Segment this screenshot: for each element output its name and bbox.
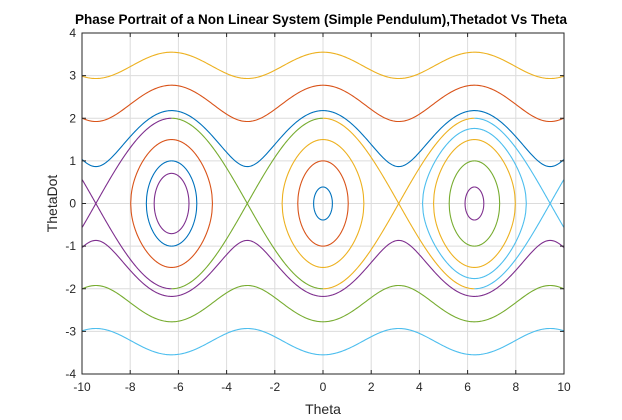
y-tick-label: 2 xyxy=(69,111,76,125)
running-orbit-curve xyxy=(81,110,565,168)
closed-orbit-curve xyxy=(448,160,501,247)
closed-orbit-curve xyxy=(145,160,198,247)
y-tick-label: 4 xyxy=(69,26,76,40)
closed-orbit-curve xyxy=(297,160,349,247)
x-tick-label: -6 xyxy=(173,380,184,394)
x-tick-label: -10 xyxy=(73,380,91,394)
y-axis-label: ThetaDot xyxy=(44,175,60,233)
x-tick-label: 10 xyxy=(557,380,571,394)
closed-orbit-curve xyxy=(153,172,190,235)
y-tick-label: 3 xyxy=(69,69,76,83)
x-tick-label: 4 xyxy=(416,380,423,394)
x-tick-label: 8 xyxy=(512,380,519,394)
x-tick-label: 0 xyxy=(320,380,327,394)
x-tick-label: -8 xyxy=(125,380,136,394)
y-tick-label: -1 xyxy=(65,239,76,253)
x-axis-label: Theta xyxy=(305,401,341,417)
separatrix-curve xyxy=(474,202,565,290)
closed-orbit-curve xyxy=(464,186,485,221)
chart-title: Phase Portrait of a Non Linear System (S… xyxy=(75,12,568,27)
x-tick-label: 2 xyxy=(368,380,375,394)
closed-orbit-curve xyxy=(130,139,214,268)
separatrix-curve xyxy=(474,117,565,205)
running-orbit-curve xyxy=(81,84,565,123)
closed-orbit-curve xyxy=(421,127,527,280)
running-orbit-curve xyxy=(81,51,565,80)
x-tick-label: -4 xyxy=(221,380,232,394)
plot-curves xyxy=(81,51,565,356)
x-tick-label: 6 xyxy=(464,380,471,394)
separatrix-curve xyxy=(81,117,172,205)
separatrix-curve xyxy=(322,202,475,290)
y-tick-label: 1 xyxy=(69,154,76,168)
y-tick-label: -4 xyxy=(65,367,76,381)
separatrix-curve xyxy=(171,202,324,290)
y-tick-label: -3 xyxy=(65,324,76,338)
x-tick-label: -2 xyxy=(269,380,280,394)
closed-orbit-curve xyxy=(432,139,516,268)
closed-orbit-curve xyxy=(313,186,333,221)
running-orbit-curve xyxy=(81,327,565,356)
y-tick-label: 0 xyxy=(69,197,76,211)
separatrix-curve xyxy=(81,202,172,290)
y-tick-label: -2 xyxy=(65,282,76,296)
running-orbit-curve xyxy=(81,239,565,297)
running-orbit-curve xyxy=(81,284,565,323)
closed-orbit-curve xyxy=(281,139,365,268)
